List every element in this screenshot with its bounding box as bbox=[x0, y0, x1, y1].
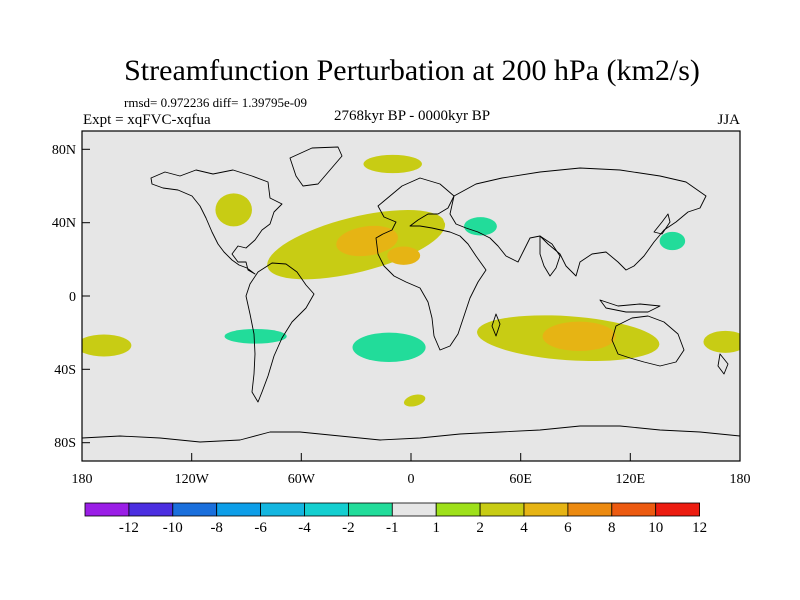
region-n-atlantic-positive-inner bbox=[336, 225, 398, 257]
colorbar-labels: -12 -10 -8 -6 -4 -2 -1 1 2 4 6 8 10 12 bbox=[119, 520, 707, 536]
x-tick-label: 120W bbox=[175, 472, 210, 487]
colorbar-label: 1 bbox=[432, 520, 440, 536]
colorbar-label: 12 bbox=[692, 520, 707, 536]
x-axis-tick-marks bbox=[81, 453, 741, 461]
region-southern-ocean-negative bbox=[515, 390, 548, 414]
region-e-pacific-negative bbox=[102, 262, 153, 283]
period-label: 2768kyr BP - 0000kyr BP bbox=[334, 108, 490, 124]
japan-coast bbox=[653, 213, 671, 235]
colorbar-box bbox=[611, 502, 657, 517]
y-tick-label: 80S bbox=[54, 436, 76, 451]
y-axis-tick-marks bbox=[82, 148, 90, 444]
colorbar-box bbox=[84, 502, 130, 517]
colorbar-label: 6 bbox=[564, 520, 572, 536]
antarctica-coast bbox=[82, 425, 740, 443]
colorbar-box bbox=[347, 502, 393, 517]
y-tick-label: 80N bbox=[52, 143, 76, 158]
asia-coast bbox=[449, 167, 707, 277]
australia-coast bbox=[611, 315, 685, 367]
experiment-label: Expt = xqFVC-xqfua bbox=[83, 112, 211, 128]
x-tick-label: 180 bbox=[72, 472, 93, 487]
colorbar-label: -4 bbox=[298, 520, 311, 536]
coastlines bbox=[82, 146, 740, 443]
greenland-coast bbox=[289, 146, 343, 187]
colorbar bbox=[84, 502, 701, 517]
colorbar-label: -1 bbox=[386, 520, 399, 536]
stats-label: rmsd= 0.972236 diff= 1.39795e-09 bbox=[124, 95, 307, 110]
x-tick-label: 60E bbox=[509, 472, 532, 487]
map-background bbox=[82, 131, 740, 461]
colorbar-box bbox=[479, 502, 525, 517]
colorbar-box bbox=[304, 502, 349, 517]
colorbar-label: 4 bbox=[520, 520, 528, 536]
europe-africa-coast bbox=[375, 177, 487, 351]
region-arctic-positive bbox=[363, 154, 422, 174]
y-tick-label: 40S bbox=[54, 363, 76, 378]
colorbar-label: 2 bbox=[476, 520, 484, 536]
colorbar-box bbox=[655, 502, 701, 517]
colorbar-box bbox=[435, 502, 481, 517]
region-s-atlantic-negative-inner bbox=[352, 332, 426, 363]
region-indian-ocean-positive-inner bbox=[542, 321, 616, 352]
colorbar-box bbox=[391, 502, 437, 517]
south-america-coast bbox=[245, 262, 315, 403]
y-tick-label: 40N bbox=[52, 216, 76, 231]
contour-fill-layer bbox=[82, 154, 740, 414]
new-zealand-coast bbox=[717, 353, 729, 375]
indonesia-coast bbox=[599, 299, 661, 313]
colorbar-label: 10 bbox=[648, 520, 663, 536]
y-tick-label: 0 bbox=[69, 290, 76, 305]
region-n-africa-positive-inner bbox=[387, 246, 421, 265]
season-label: JJA bbox=[717, 112, 740, 128]
region-s-atlantic-positive-small bbox=[403, 394, 426, 407]
region-n-america-positive bbox=[215, 193, 252, 227]
chart-title: Streamfunction Perturbation at 200 hPa (… bbox=[124, 54, 700, 87]
y-axis: 80N 40N 0 40S 80S bbox=[52, 143, 76, 451]
region-e-australia-positive bbox=[703, 330, 740, 353]
north-america-coast bbox=[150, 169, 283, 275]
colorbar-box bbox=[260, 502, 305, 517]
x-tick-label: 120E bbox=[616, 472, 646, 487]
region-w-pacific-positive bbox=[82, 334, 132, 357]
x-axis: 180 120W 60W 0 60E 120E 180 bbox=[72, 472, 751, 487]
region-eurasia-negative-inner bbox=[464, 217, 497, 236]
colorbar-label: -2 bbox=[342, 520, 355, 536]
colorbar-box bbox=[216, 502, 261, 517]
colorbar-label: -6 bbox=[254, 520, 267, 536]
region-e-asia-negative-inner bbox=[659, 231, 686, 251]
colorbar-box bbox=[523, 502, 569, 517]
colorbar-label: -12 bbox=[119, 520, 139, 536]
madagascar-coast bbox=[491, 313, 501, 337]
colorbar-label: -8 bbox=[210, 520, 223, 536]
region-s-pacific-negative-inner bbox=[224, 329, 287, 344]
colorbar-label: 8 bbox=[608, 520, 616, 536]
colorbar-box bbox=[567, 502, 613, 517]
colorbar-box bbox=[172, 502, 218, 517]
colorbar-box bbox=[128, 502, 174, 517]
x-tick-label: 60W bbox=[288, 472, 316, 487]
colorbar-label: -10 bbox=[163, 520, 183, 536]
x-tick-label: 180 bbox=[730, 472, 751, 487]
india-coast bbox=[539, 235, 561, 277]
region-arabia-negative-small bbox=[549, 259, 558, 271]
x-tick-label: 0 bbox=[408, 472, 415, 487]
